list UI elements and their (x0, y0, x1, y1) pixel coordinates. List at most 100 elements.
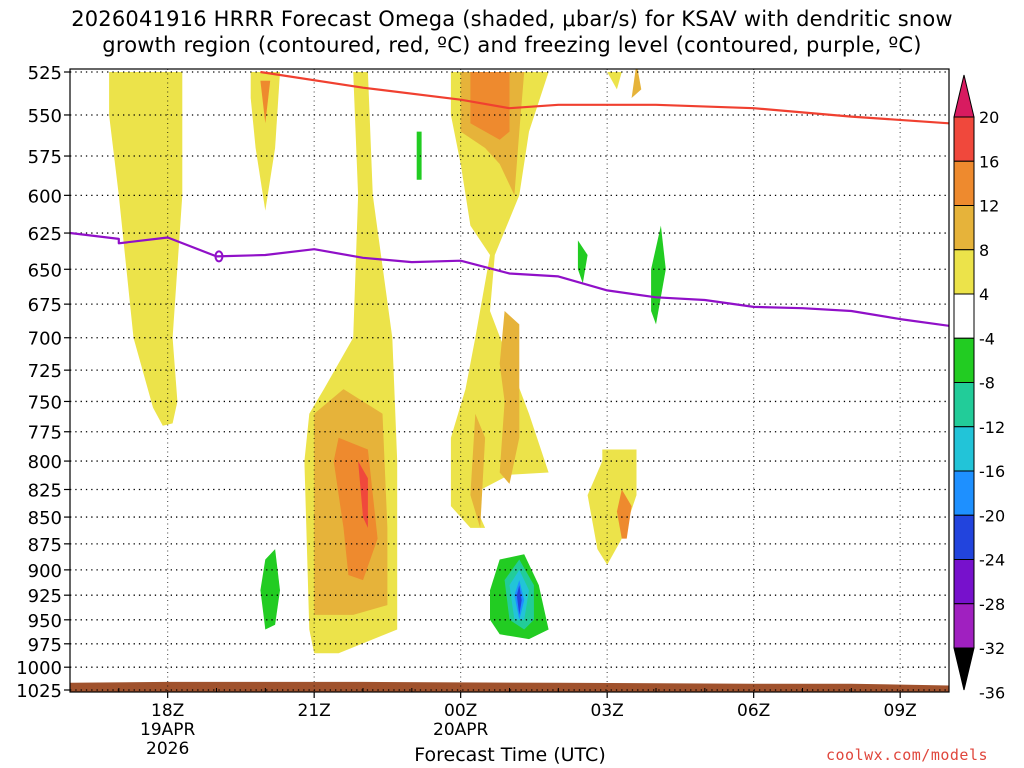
x-tick-label-21Z: 21Z (298, 701, 331, 721)
colorbar-swatch--12 (953, 382, 975, 428)
omega-region-13 (616, 489, 632, 539)
x-tick-label-00Z: 00Z (444, 701, 477, 721)
omega-region-29 (577, 240, 588, 284)
grid-lines (69, 69, 950, 692)
y-tick-label-825: 825 (28, 480, 62, 501)
colorbar-label--12: -12 (979, 418, 1005, 437)
colorbar-label-4: 4 (979, 285, 989, 304)
omega-region-10 (631, 69, 642, 98)
colorbar-swatch-8 (953, 205, 975, 251)
colorbar-label-16: 16 (979, 152, 999, 171)
x-tick-label-09Z: 09Z (884, 701, 917, 721)
colorbar-label--16: -16 (979, 462, 1005, 481)
omega-region-0 (109, 72, 183, 426)
omega-region-14 (260, 80, 271, 124)
x-tick-label-18Z: 18Z (151, 701, 184, 721)
y-tick-label-575: 575 (28, 147, 62, 168)
colorbar-label-20: 20 (979, 108, 999, 127)
surface-terrain (70, 681, 949, 692)
colorbar-swatch--20 (953, 470, 975, 516)
y-tick-label-550: 550 (28, 106, 62, 127)
omega-region-4 (587, 449, 637, 565)
omega-region-20 (778, 72, 822, 263)
colorbar-swatch--24 (953, 514, 975, 560)
x-tick-date-00Z: 20APR (433, 720, 489, 740)
omega-region-31 (416, 131, 422, 180)
omega-region-21 (885, 290, 949, 432)
x-tick-year-18Z: 2026 (146, 739, 189, 759)
colorbar-label-12: 12 (979, 197, 999, 216)
colorbar-swatch--16 (953, 426, 975, 472)
omega-region-16 (319, 72, 339, 241)
colorbar-label--28: -28 (979, 595, 1005, 614)
x-tick-label-06Z: 06Z (737, 701, 770, 721)
omega-region-26 (739, 549, 774, 654)
y-tick-label-725: 725 (28, 361, 62, 382)
omega-region-19 (538, 156, 710, 364)
omega-region-22 (89, 472, 134, 644)
omega-region-9 (470, 413, 486, 528)
colorbar-bottom-arrow (953, 647, 975, 691)
omega-region-25 (631, 549, 671, 625)
omega-region-15 (358, 461, 368, 528)
omega-region-8 (499, 311, 520, 484)
y-tick-label-525: 525 (28, 63, 62, 84)
credit-text: coolwx.com/models (826, 746, 989, 764)
y-tick-label-650: 650 (28, 260, 62, 281)
colorbar: 20 16 12 8 4 -4 -8 -12 -16 -20 -24 -28 -32 -36 (953, 74, 1005, 702)
colorbar-label--32: -32 (979, 639, 1005, 658)
title-line-2: growth region (contoured, red, ºC) and f… (102, 33, 922, 57)
y-tick-label-625: 625 (28, 224, 62, 245)
omega-region-1 (250, 72, 280, 211)
surface-band (70, 681, 949, 692)
colorbar-label--36: -36 (979, 683, 1005, 702)
omega-shaded-regions (89, 69, 949, 663)
y-tick-label-950: 950 (28, 611, 62, 632)
x-tick-date-18Z: 19APR (140, 720, 196, 740)
colorbar-swatch-20 (953, 74, 975, 118)
y-tick-label-850: 850 (28, 508, 62, 529)
y-axis: 525 550 575 600 625 650 675 700 725 750 775 800 825 8… (16, 63, 70, 702)
colorbar-label-8: 8 (979, 241, 989, 260)
colorbar-swatch--32 (953, 603, 975, 649)
colorbar-label--20: -20 (979, 506, 1005, 525)
title-line-1: 2026041916 HRRR Forecast Omega (shaded, … (71, 7, 953, 31)
omega-region-12 (333, 437, 378, 581)
omega-region-5 (607, 72, 622, 90)
contour-lines (70, 70, 949, 327)
y-tick-label-750: 750 (28, 392, 62, 413)
colorbar-label--4: -4 (979, 329, 995, 348)
y-tick-label-900: 900 (28, 561, 62, 582)
x-axis-title: Forecast Time (UTC) (414, 744, 606, 766)
colorbar-swatch-4 (953, 249, 975, 295)
freezing-level-line (70, 231, 949, 327)
y-tick-label-700: 700 (28, 329, 62, 350)
y-tick-label-800: 800 (28, 452, 62, 473)
colorbar-label--8: -8 (979, 374, 995, 393)
colorbar-swatch--8 (953, 337, 975, 383)
y-tick-label-775: 775 (28, 423, 62, 444)
y-tick-label-925: 925 (28, 586, 62, 607)
plot-frame (69, 68, 950, 693)
freezing-level-marker (214, 250, 224, 263)
omega-region-18 (211, 255, 266, 383)
omega-region-30 (651, 225, 666, 325)
y-tick-label-1025: 1025 (16, 681, 62, 702)
omega-region-35 (516, 585, 522, 615)
y-tick-label-600: 600 (28, 186, 62, 207)
omega-region-27 (260, 549, 280, 630)
colorbar-swatch--28 (953, 559, 975, 605)
dendritic-snow-growth-line (260, 70, 949, 125)
x-tick-label-03Z: 03Z (591, 701, 624, 721)
y-tick-label-675: 675 (28, 295, 62, 316)
chart-title: 2026041916 HRRR Forecast Omega (shaded, … (0, 6, 1024, 58)
colorbar-swatch--4 (953, 293, 975, 339)
colorbar-swatch-12 (953, 160, 975, 206)
y-tick-label-1000: 1000 (16, 658, 62, 679)
colorbar-swatch-16 (953, 116, 975, 162)
colorbar-label--24: -24 (979, 551, 1005, 570)
y-tick-label-975: 975 (28, 635, 62, 656)
y-tick-label-875: 875 (28, 535, 62, 556)
